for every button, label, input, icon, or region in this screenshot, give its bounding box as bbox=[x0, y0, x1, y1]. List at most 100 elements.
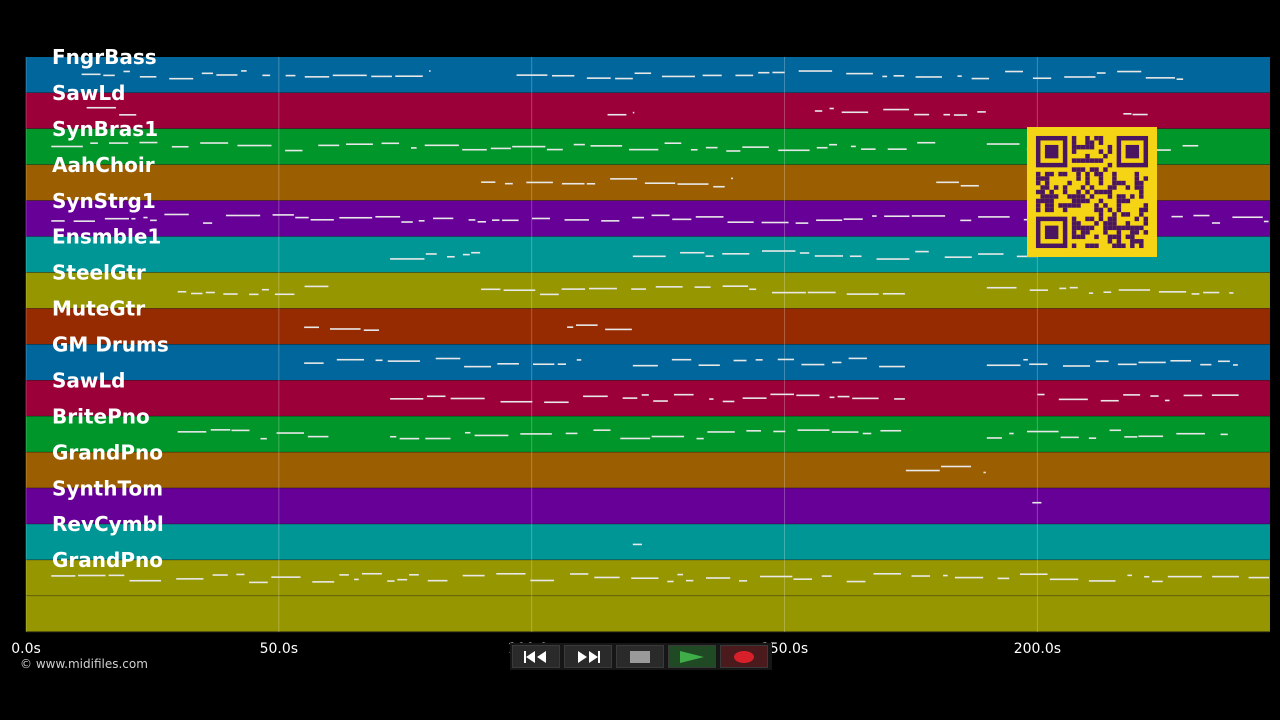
note bbox=[272, 214, 294, 216]
note bbox=[801, 363, 825, 366]
note bbox=[631, 288, 647, 290]
note bbox=[73, 220, 95, 222]
note bbox=[1150, 395, 1159, 397]
note bbox=[986, 437, 1002, 439]
note bbox=[1096, 72, 1106, 74]
note bbox=[622, 397, 638, 399]
note bbox=[772, 71, 785, 74]
note bbox=[893, 75, 905, 77]
time-tick-label: 0.0s bbox=[11, 641, 41, 657]
note bbox=[411, 147, 417, 149]
note bbox=[1144, 575, 1150, 578]
note bbox=[1248, 576, 1269, 579]
note bbox=[177, 431, 207, 433]
note bbox=[274, 293, 295, 296]
note bbox=[471, 251, 481, 254]
note bbox=[1167, 575, 1202, 578]
note bbox=[241, 70, 247, 72]
track-lanes bbox=[26, 57, 1270, 633]
note bbox=[758, 71, 770, 74]
note bbox=[722, 285, 749, 287]
note bbox=[816, 219, 843, 222]
note bbox=[846, 293, 879, 295]
rewind-button[interactable] bbox=[512, 645, 560, 668]
note bbox=[641, 394, 649, 396]
note bbox=[954, 576, 984, 579]
note bbox=[861, 148, 876, 150]
note bbox=[108, 574, 125, 577]
track-lane bbox=[26, 488, 1270, 525]
note bbox=[607, 113, 627, 116]
note bbox=[1158, 291, 1187, 293]
note bbox=[799, 252, 810, 254]
note bbox=[911, 575, 931, 577]
track-label: SynthTom bbox=[52, 476, 163, 500]
note bbox=[477, 220, 487, 223]
play-button[interactable] bbox=[668, 645, 716, 668]
note bbox=[474, 434, 509, 437]
note bbox=[1212, 575, 1239, 578]
note bbox=[304, 362, 324, 364]
note bbox=[1023, 358, 1028, 361]
note bbox=[852, 397, 879, 400]
note bbox=[512, 145, 546, 148]
time-tick-label: 150.0s bbox=[761, 641, 808, 657]
note bbox=[773, 430, 786, 433]
note bbox=[90, 142, 98, 144]
note bbox=[546, 148, 563, 151]
note bbox=[746, 430, 762, 432]
track-lane bbox=[26, 452, 1270, 489]
note bbox=[1152, 580, 1163, 583]
note bbox=[726, 150, 741, 152]
note bbox=[576, 359, 582, 361]
note bbox=[960, 219, 972, 222]
fast-forward-button[interactable] bbox=[564, 645, 612, 668]
note bbox=[544, 401, 569, 404]
note bbox=[722, 400, 735, 403]
note bbox=[78, 574, 106, 577]
note bbox=[911, 215, 946, 217]
note bbox=[1049, 578, 1079, 581]
note bbox=[807, 291, 836, 294]
note bbox=[429, 70, 431, 72]
note bbox=[632, 216, 645, 219]
note bbox=[755, 359, 763, 361]
note bbox=[1124, 436, 1138, 438]
note bbox=[516, 74, 548, 76]
track-labels: FngrBass SawLd SynBras1 AahChoir SynStrg1 Ens… bbox=[52, 45, 169, 572]
track-lane bbox=[26, 596, 1270, 632]
track-label: AahChoir bbox=[52, 153, 155, 177]
note bbox=[1211, 394, 1239, 396]
note bbox=[332, 74, 367, 77]
note bbox=[738, 580, 748, 582]
note bbox=[983, 471, 986, 474]
note bbox=[672, 218, 692, 221]
note bbox=[262, 74, 271, 77]
note bbox=[887, 148, 907, 150]
note bbox=[677, 183, 709, 185]
note bbox=[685, 579, 694, 582]
note bbox=[201, 72, 213, 75]
note bbox=[490, 147, 511, 150]
note bbox=[884, 215, 910, 218]
note bbox=[1263, 220, 1269, 223]
note bbox=[1029, 363, 1048, 366]
note bbox=[841, 111, 869, 114]
note bbox=[843, 218, 863, 220]
note bbox=[793, 578, 813, 580]
track-label: BritePno bbox=[52, 404, 150, 428]
note bbox=[850, 145, 856, 148]
record-icon bbox=[734, 650, 754, 663]
track-label: SawLd bbox=[52, 81, 125, 105]
note bbox=[425, 253, 437, 255]
note bbox=[567, 326, 574, 328]
qr-code bbox=[1027, 127, 1157, 257]
note bbox=[882, 292, 905, 295]
note bbox=[1148, 149, 1171, 151]
record-button[interactable] bbox=[720, 645, 768, 668]
note bbox=[760, 575, 793, 578]
note bbox=[632, 255, 666, 258]
note bbox=[564, 219, 589, 221]
stop-button[interactable] bbox=[616, 645, 664, 668]
note bbox=[761, 221, 789, 224]
